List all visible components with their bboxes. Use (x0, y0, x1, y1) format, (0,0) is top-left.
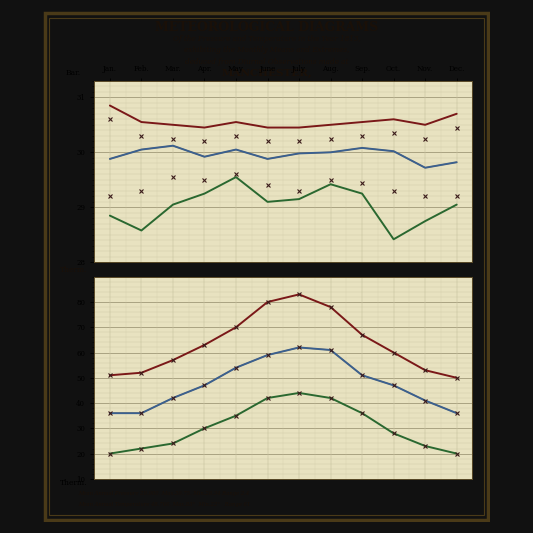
Y-axis label: Therm.: Therm. (60, 479, 87, 487)
Text: METEOROLOGICAL DIAGRAMS: METEOROLOGICAL DIAGRAMS (155, 21, 378, 34)
FancyBboxPatch shape (226, 86, 307, 102)
Text: 1813.: 1813. (245, 90, 275, 99)
Text: exhibiting the Monthly Means and Extremes,: exhibiting the Monthly Means and Extreme… (184, 46, 349, 54)
Text: Therm.: Therm. (60, 266, 88, 274)
Text: Mean Annual Temperature 48.766. Max.83°  Min.22°   Range 61: Mean Annual Temperature 48.766. Max.83° … (78, 502, 251, 507)
Text: Of the Pressure and Temperature in the Year 1813,: Of the Pressure and Temperature in the Y… (173, 35, 360, 43)
Text: MANCHESTER,: MANCHESTER, (221, 69, 312, 78)
Text: by Thoˢ. HANSON: by Thoˢ. HANSON (352, 90, 423, 98)
Text: deduced from Diurnal Observations made at: deduced from Diurnal Observations made a… (185, 58, 348, 66)
Y-axis label: Bar.: Bar. (66, 69, 81, 77)
Text: Mean Annual Pressure 29.900. Max.30.75. Min.28.34 Range 2.4: Mean Annual Pressure 29.900. Max.30.75. … (78, 490, 249, 496)
